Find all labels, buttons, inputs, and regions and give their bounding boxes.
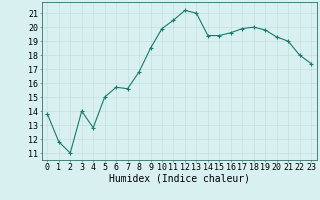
X-axis label: Humidex (Indice chaleur): Humidex (Indice chaleur)	[109, 174, 250, 184]
